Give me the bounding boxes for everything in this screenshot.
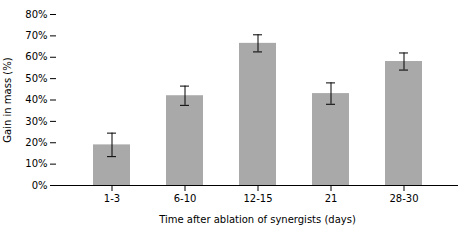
- svg-text:Gain in mass (%): Gain in mass (%): [2, 57, 13, 142]
- svg-text:70%: 70%: [25, 30, 47, 41]
- svg-text:1-3: 1-3: [104, 193, 120, 204]
- svg-text:40%: 40%: [25, 94, 47, 105]
- svg-text:28-30: 28-30: [389, 193, 418, 204]
- svg-text:30%: 30%: [25, 116, 47, 127]
- svg-text:0%: 0%: [32, 180, 48, 191]
- svg-text:6-10: 6-10: [174, 193, 197, 204]
- svg-text:60%: 60%: [25, 51, 47, 62]
- svg-text:20%: 20%: [25, 137, 47, 148]
- svg-text:80%: 80%: [25, 9, 47, 20]
- svg-text:12-15: 12-15: [243, 193, 272, 204]
- svg-text:Time after ablation of synergi: Time after ablation of synergists (days): [158, 214, 356, 225]
- svg-text:21: 21: [325, 193, 338, 204]
- svg-text:10%: 10%: [25, 158, 47, 169]
- svg-text:50%: 50%: [25, 73, 47, 84]
